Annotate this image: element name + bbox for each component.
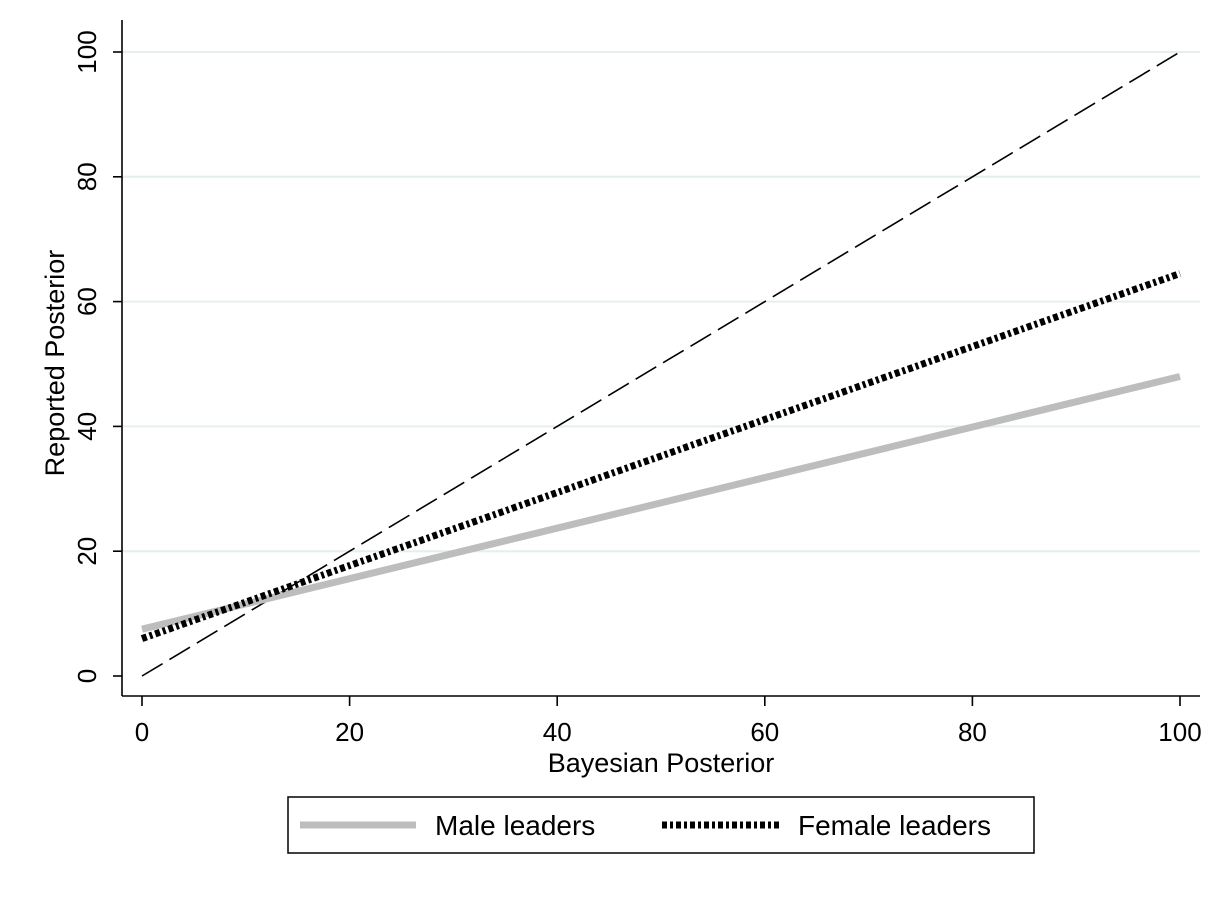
x-tick-label-40: 40: [543, 717, 572, 747]
grid-layer: [122, 51, 1200, 553]
ticks-layer: 0 20 40 60 80 100 0 20 40 60 80 100: [72, 30, 1202, 747]
legend: Male leaders Female leaders: [287, 796, 1035, 854]
axes-layer: [121, 20, 1200, 697]
y-tick-label-20: 20: [72, 537, 102, 566]
x-tick-label-20: 20: [335, 717, 364, 747]
y-tick-label-100: 100: [72, 30, 102, 73]
y-tick-label-0: 0: [72, 669, 102, 683]
y-tick-label-60: 60: [72, 287, 102, 316]
series-line-reference: [141, 51, 1181, 677]
y-axis-title: Reported Posterior: [40, 250, 70, 477]
y-tick-label-80: 80: [72, 162, 102, 191]
x-tick-label-100: 100: [1158, 717, 1201, 747]
series-line-male-leaders: [141, 373, 1181, 633]
x-tick-label-0: 0: [135, 717, 149, 747]
y-tick-label-40: 40: [72, 412, 102, 441]
legend-label-male-leaders: Male leaders: [435, 810, 595, 841]
legend-label-female-leaders: Female leaders: [798, 810, 991, 841]
series-line-female-leaders: [140, 270, 1182, 642]
x-axis-title: Bayesian Posterior: [548, 748, 775, 778]
series-layer: [140, 51, 1182, 677]
x-tick-label-80: 80: [958, 717, 987, 747]
x-tick-label-60: 60: [750, 717, 779, 747]
